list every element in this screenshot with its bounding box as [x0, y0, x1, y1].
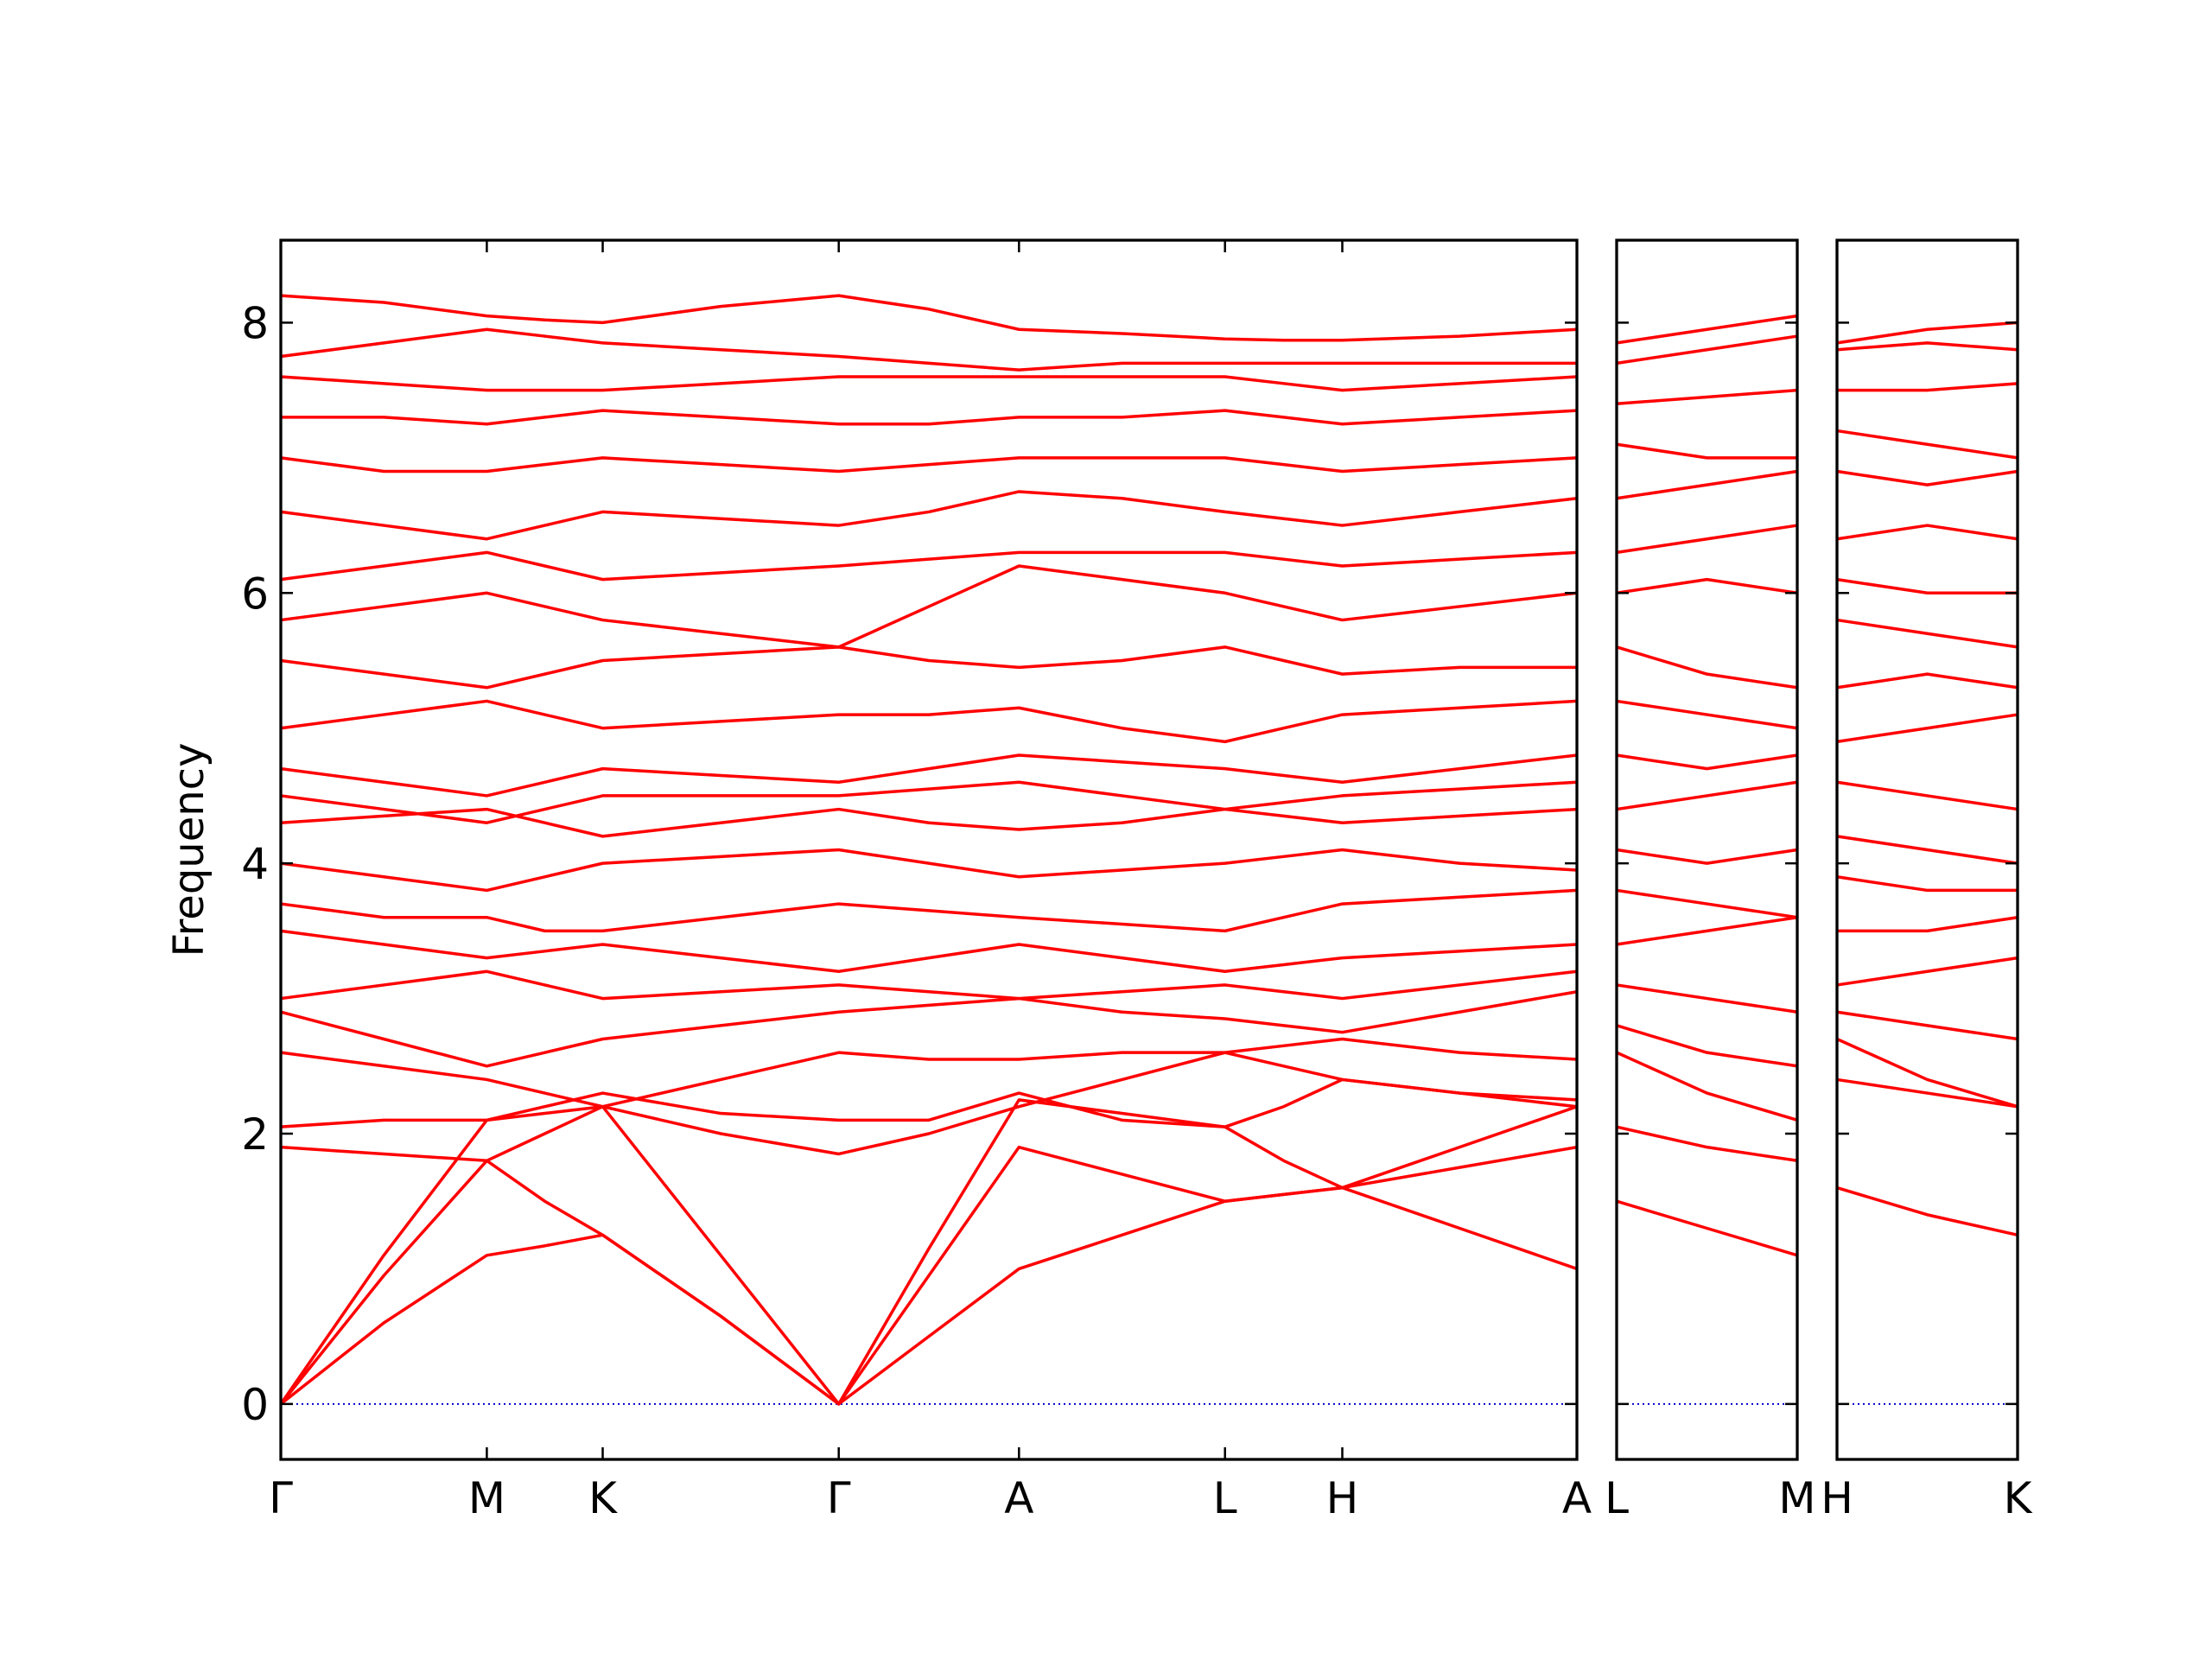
band-line [1836, 1010, 2018, 1041]
band-line [1616, 1024, 1798, 1068]
band-line [1616, 334, 1798, 365]
band-line [1616, 699, 1798, 730]
band-line [1616, 442, 1797, 460]
band-line [280, 780, 1578, 824]
band-line [280, 990, 1578, 1068]
band-line [1616, 1199, 1798, 1257]
band-line [1616, 469, 1798, 500]
band-line [1836, 1185, 2018, 1237]
band-line [1836, 429, 2018, 460]
y-tick-label: 2 [241, 1109, 269, 1160]
y-tick-label: 6 [241, 569, 269, 619]
band-line [1836, 469, 2018, 486]
band-line [1836, 956, 2018, 987]
x-tick-label: K [2004, 1473, 2033, 1523]
x-tick-label: M [1778, 1473, 1815, 1523]
band-line [1836, 321, 2018, 345]
band-line [1616, 388, 1798, 406]
bands [1836, 321, 2018, 1237]
x-tick-label: A [1562, 1473, 1592, 1523]
band-line [1616, 848, 1798, 865]
band-line [1837, 382, 2018, 392]
band-line [280, 645, 1577, 690]
band-line [1836, 524, 2018, 541]
band-line [279, 1185, 1578, 1406]
band-line [280, 807, 1578, 838]
band-line [280, 888, 1578, 933]
x-tick-label: Γ [269, 1473, 293, 1523]
band-line [1616, 888, 1798, 919]
band-line [1616, 753, 1798, 771]
band-line [1836, 577, 2018, 595]
band-line [1836, 1037, 2018, 1109]
band-line [279, 1105, 1578, 1406]
band-line [280, 327, 1577, 372]
band-line [1616, 314, 1798, 345]
band-line [1836, 618, 2018, 649]
band-line [280, 550, 1578, 582]
band-line [1836, 875, 2018, 893]
band-line [1836, 780, 2018, 811]
x-tick-label: K [588, 1473, 618, 1523]
band-line [1616, 577, 1798, 595]
x-tick-label: L [1605, 1473, 1629, 1523]
band-line [280, 848, 1578, 893]
band-line [1616, 645, 1798, 690]
x-tick-label: L [1213, 1473, 1237, 1523]
band-line [280, 1037, 1578, 1109]
band-line [279, 1098, 1578, 1406]
band-line [280, 969, 1578, 1001]
band-line [281, 409, 1578, 426]
axes-frame [1835, 238, 2019, 1461]
band-line [1616, 1125, 1798, 1163]
band-line [280, 490, 1578, 541]
band-line [280, 456, 1578, 474]
band-line [1616, 1051, 1798, 1122]
band-line [280, 1051, 1578, 1163]
band-line [1836, 1077, 2018, 1109]
band-line [1836, 713, 2018, 744]
band-line [280, 1077, 1578, 1128]
bands [279, 294, 1578, 1406]
band-line [280, 564, 1578, 649]
y-axis-label: Frequency [165, 743, 213, 957]
y-tick-label: 8 [241, 298, 269, 348]
band-line [280, 929, 1578, 974]
band-line [1836, 835, 2018, 865]
axes-frame [279, 238, 1579, 1461]
band-line [1836, 672, 2018, 690]
x-tick-label: M [468, 1473, 505, 1523]
band-line [280, 375, 1578, 392]
band-line [1616, 983, 1798, 1014]
x-tick-label: Γ [827, 1473, 851, 1523]
band-line [1616, 780, 1798, 811]
band-line [1836, 341, 2018, 352]
y-tick-label: 0 [241, 1380, 269, 1430]
x-tick-label: H [1821, 1473, 1853, 1523]
y-tick-label: 4 [241, 839, 269, 889]
band-line [1616, 524, 1798, 555]
x-tick-label: H [1326, 1473, 1359, 1523]
axes-frame [1615, 238, 1799, 1461]
band-line [280, 753, 1578, 798]
band-line [1616, 915, 1798, 946]
band-line [280, 294, 1578, 342]
band-line [1837, 915, 2018, 933]
x-tick-label: A [1004, 1473, 1033, 1523]
band-line [280, 699, 1578, 744]
bands [1616, 314, 1798, 1257]
